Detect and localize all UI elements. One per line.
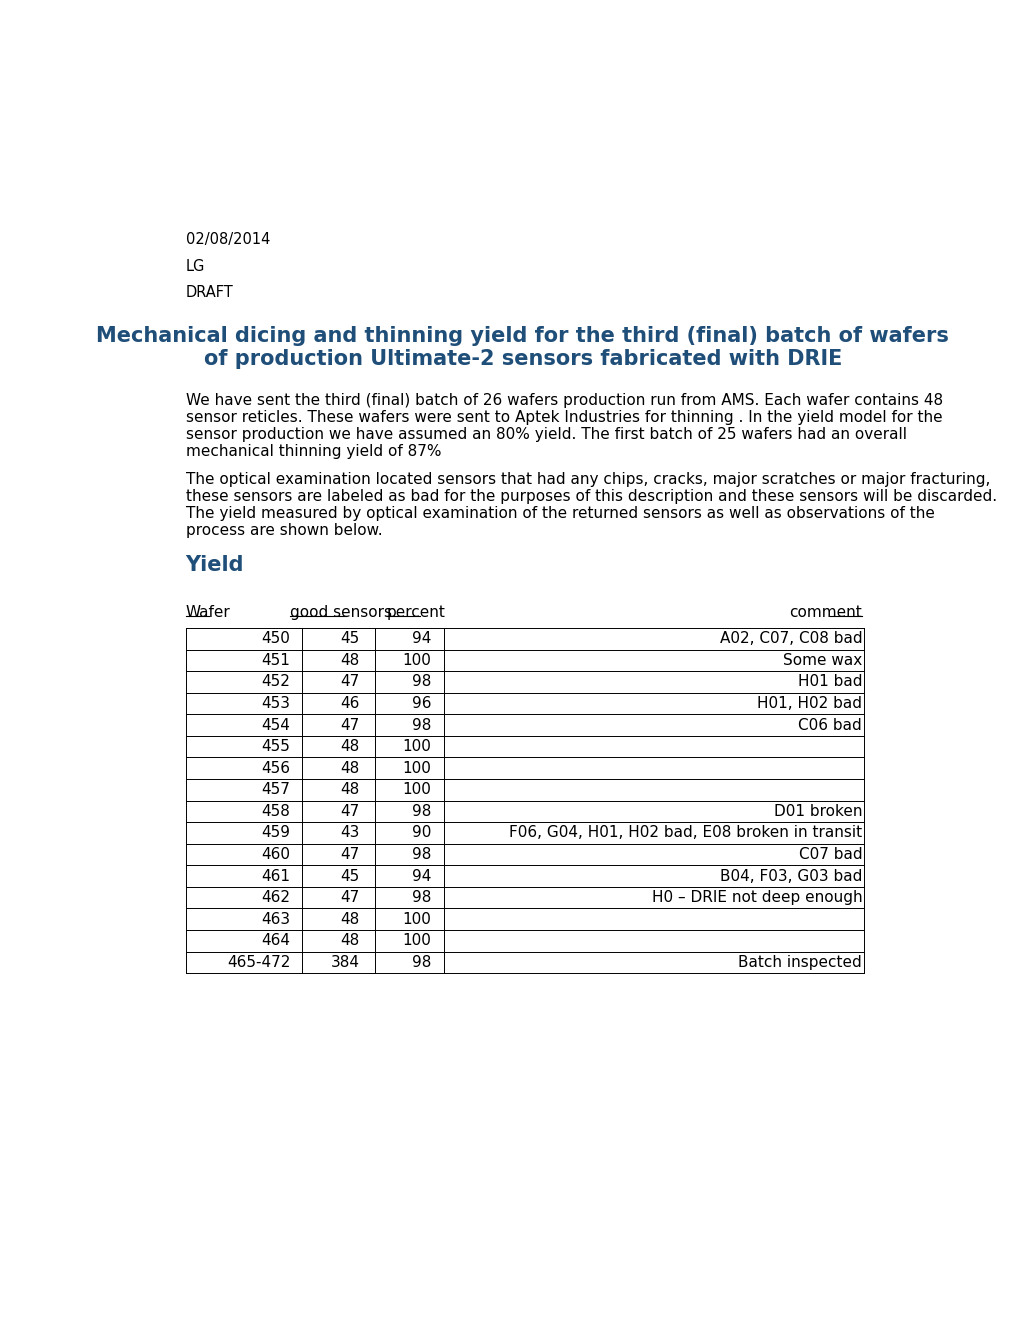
Text: D01 broken: D01 broken xyxy=(773,804,861,818)
Text: percent: percent xyxy=(387,605,445,620)
Text: of production Ultimate-2 sensors fabricated with DRIE: of production Ultimate-2 sensors fabrica… xyxy=(204,350,841,370)
Text: 47: 47 xyxy=(340,718,360,733)
Text: 460: 460 xyxy=(261,847,290,862)
Text: 48: 48 xyxy=(340,783,360,797)
Text: 453: 453 xyxy=(261,696,290,711)
Text: these sensors are labeled as bad for the purposes of this description and these : these sensors are labeled as bad for the… xyxy=(185,488,996,504)
Text: The yield measured by optical examination of the returned sensors as well as obs: The yield measured by optical examinatio… xyxy=(185,506,933,520)
Text: Mechanical dicing and thinning yield for the third (final) batch of wafers: Mechanical dicing and thinning yield for… xyxy=(96,326,949,346)
Text: The optical examination located sensors that had any chips, cracks, major scratc: The optical examination located sensors … xyxy=(185,471,989,487)
Text: 452: 452 xyxy=(261,675,290,689)
Text: 43: 43 xyxy=(340,825,360,841)
Text: 98: 98 xyxy=(412,890,431,906)
Text: 100: 100 xyxy=(403,912,431,927)
Text: 454: 454 xyxy=(261,718,290,733)
Text: We have sent the third (final) batch of 26 wafers production run from AMS. Each : We have sent the third (final) batch of … xyxy=(185,393,942,408)
Text: mechanical thinning yield of 87%: mechanical thinning yield of 87% xyxy=(185,444,440,459)
Text: 48: 48 xyxy=(340,912,360,927)
Text: process are shown below.: process are shown below. xyxy=(185,523,382,537)
Text: 47: 47 xyxy=(340,847,360,862)
Text: Some wax: Some wax xyxy=(783,653,861,668)
Text: 90: 90 xyxy=(412,825,431,841)
Text: 461: 461 xyxy=(261,869,290,883)
Text: 100: 100 xyxy=(403,739,431,754)
Text: F06, G04, H01, H02 bad, E08 broken in transit: F06, G04, H01, H02 bad, E08 broken in tr… xyxy=(508,825,861,841)
Text: H0 – DRIE not deep enough: H0 – DRIE not deep enough xyxy=(651,890,861,906)
Text: 46: 46 xyxy=(340,696,360,711)
Text: 456: 456 xyxy=(261,760,290,776)
Text: 48: 48 xyxy=(340,760,360,776)
Text: 100: 100 xyxy=(403,783,431,797)
Text: 47: 47 xyxy=(340,675,360,689)
Text: 457: 457 xyxy=(261,783,290,797)
Text: H01 bad: H01 bad xyxy=(797,675,861,689)
Text: 98: 98 xyxy=(412,675,431,689)
Text: 100: 100 xyxy=(403,760,431,776)
Text: 94: 94 xyxy=(412,631,431,647)
Text: 384: 384 xyxy=(331,954,360,970)
Text: 100: 100 xyxy=(403,933,431,948)
Text: 48: 48 xyxy=(340,653,360,668)
Text: sensor reticles. These wafers were sent to Aptek Industries for thinning . In th: sensor reticles. These wafers were sent … xyxy=(185,411,942,425)
Text: Wafer: Wafer xyxy=(185,605,230,620)
Text: 48: 48 xyxy=(340,933,360,948)
Text: 47: 47 xyxy=(340,890,360,906)
Text: 450: 450 xyxy=(261,631,290,647)
Text: good sensors: good sensors xyxy=(290,605,392,620)
Text: comment: comment xyxy=(789,605,861,620)
Text: 451: 451 xyxy=(261,653,290,668)
Text: 463: 463 xyxy=(261,912,290,927)
Text: 100: 100 xyxy=(403,653,431,668)
Text: 45: 45 xyxy=(340,631,360,647)
Text: 462: 462 xyxy=(261,890,290,906)
Text: Yield: Yield xyxy=(185,554,244,576)
Text: C07 bad: C07 bad xyxy=(798,847,861,862)
Text: 455: 455 xyxy=(261,739,290,754)
Text: 47: 47 xyxy=(340,804,360,818)
Text: C06 bad: C06 bad xyxy=(798,718,861,733)
Text: DRAFT: DRAFT xyxy=(185,285,233,301)
Text: 465-472: 465-472 xyxy=(226,954,290,970)
Text: 45: 45 xyxy=(340,869,360,883)
Text: Batch inspected: Batch inspected xyxy=(738,954,861,970)
Text: 96: 96 xyxy=(412,696,431,711)
Text: 458: 458 xyxy=(261,804,290,818)
Text: 98: 98 xyxy=(412,847,431,862)
Text: B04, F03, G03 bad: B04, F03, G03 bad xyxy=(719,869,861,883)
Text: 98: 98 xyxy=(412,718,431,733)
Text: H01, H02 bad: H01, H02 bad xyxy=(756,696,861,711)
Text: sensor production we have assumed an 80% yield. The first batch of 25 wafers had: sensor production we have assumed an 80%… xyxy=(185,428,906,442)
Text: 48: 48 xyxy=(340,739,360,754)
Text: 02/08/2014: 02/08/2014 xyxy=(185,231,270,247)
Text: A02, C07, C08 bad: A02, C07, C08 bad xyxy=(718,631,861,647)
Text: 98: 98 xyxy=(412,954,431,970)
Text: 98: 98 xyxy=(412,804,431,818)
Text: 94: 94 xyxy=(412,869,431,883)
Text: 459: 459 xyxy=(261,825,290,841)
Text: LG: LG xyxy=(185,259,205,273)
Text: 464: 464 xyxy=(261,933,290,948)
